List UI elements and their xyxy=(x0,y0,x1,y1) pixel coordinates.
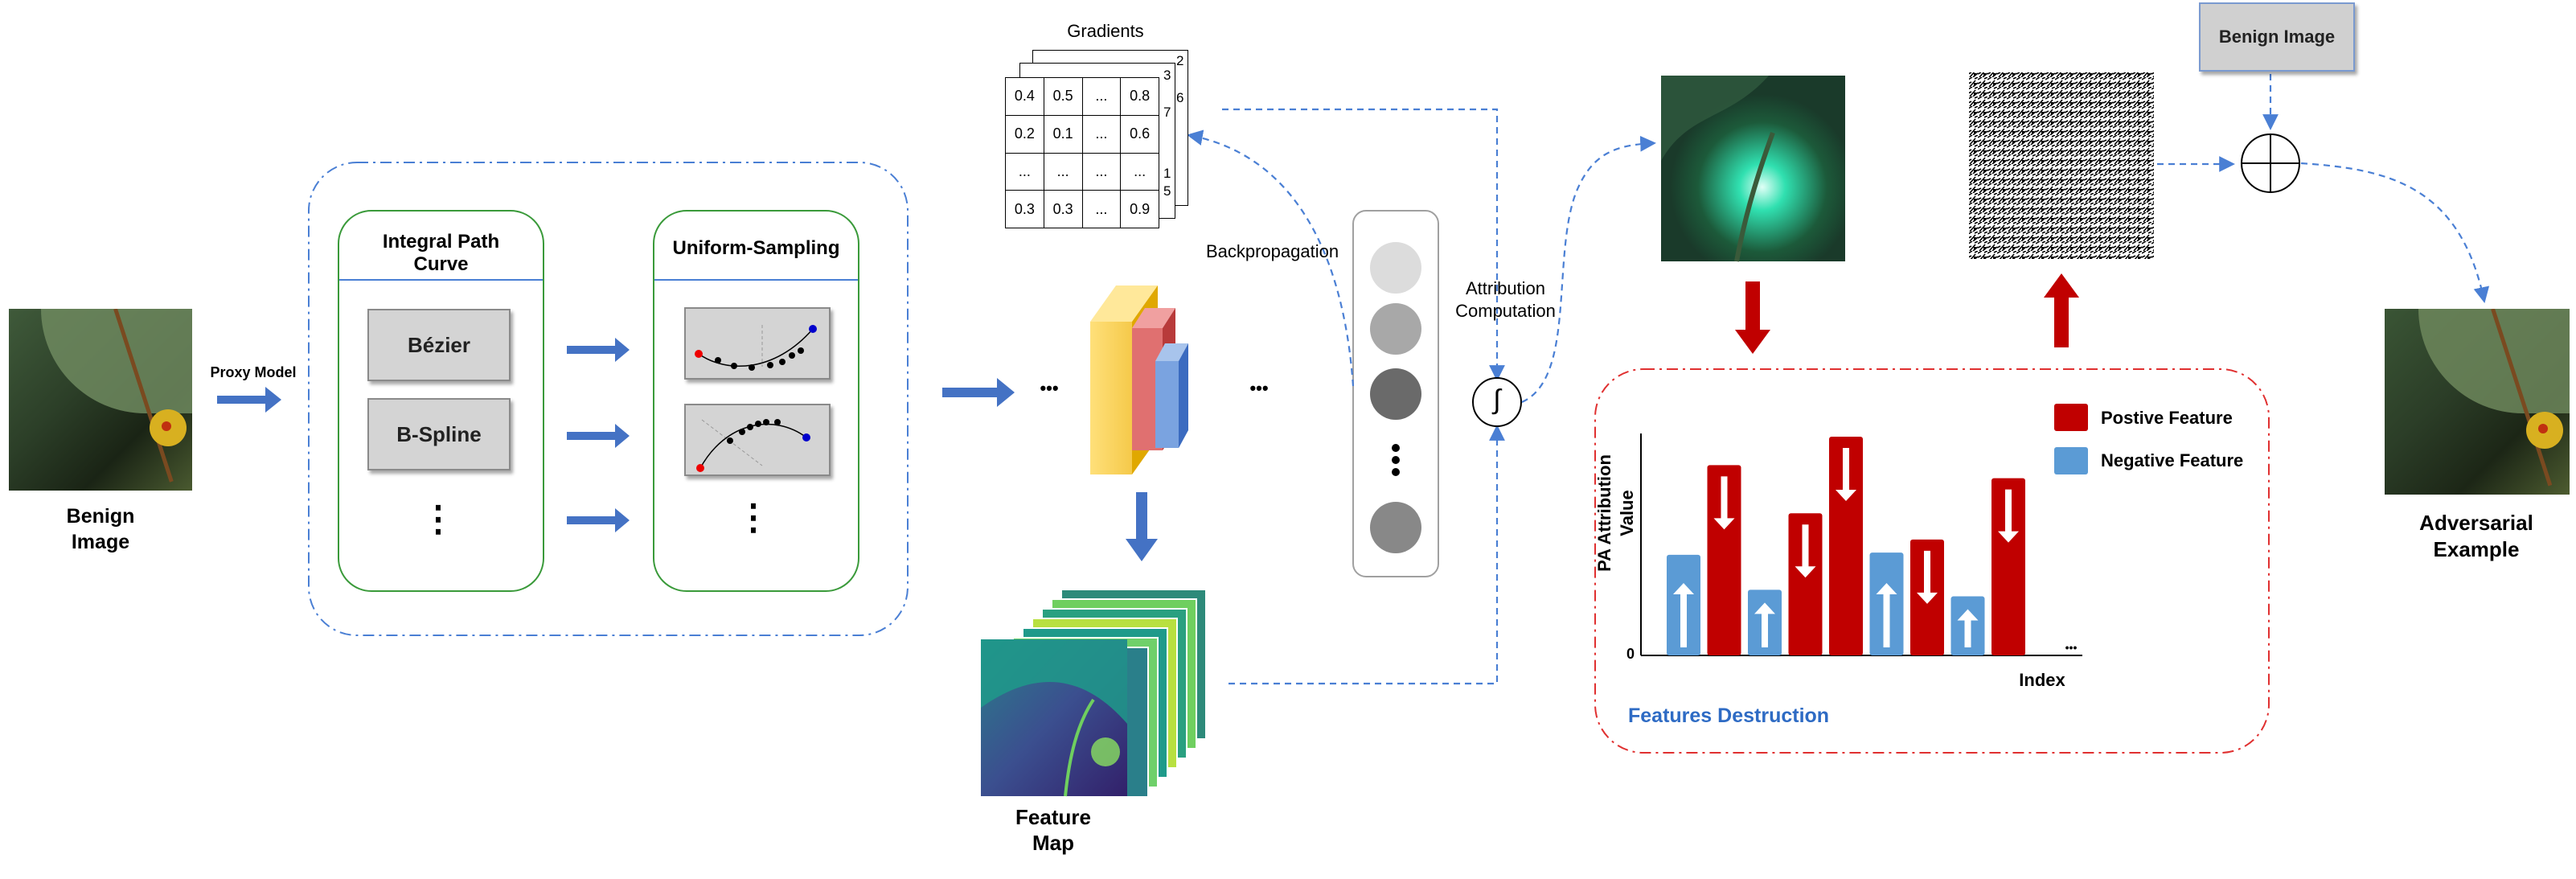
adversarial-example-label: Adversarial Example xyxy=(2419,511,2533,561)
gradient-cell: 0.9 xyxy=(1120,190,1159,228)
featuremap-to-integral xyxy=(1229,425,1505,685)
gradient-row: 0.4 0.5... 0.8 xyxy=(1005,77,1159,116)
bspline-button[interactable]: B-Spline xyxy=(367,398,511,470)
gradient-cell: 0.3 xyxy=(1043,190,1083,228)
integral-node xyxy=(1472,377,1522,427)
integral-path-divider xyxy=(339,279,543,281)
sample-plot-1[interactable] xyxy=(684,307,831,380)
benign-image xyxy=(9,309,192,491)
sampling-more-dots: ⋮ xyxy=(736,498,771,537)
feature-map-stack xyxy=(981,589,1207,798)
chart-y-axis-label: PA Attribution Value xyxy=(1594,454,1637,572)
red-down-arrow xyxy=(1735,281,1770,354)
positive-feature-bar xyxy=(1788,513,1823,655)
gradient-cell: 0.1 xyxy=(1043,114,1083,154)
gradient-cell: 0.4 xyxy=(1005,77,1044,116)
gradient-back-digit: 7 xyxy=(1163,105,1171,120)
chart-x-axis-label: Index xyxy=(2019,670,2065,690)
benign-image-box[interactable]: Benign Image xyxy=(2199,2,2355,72)
gradient-cell: 0.2 xyxy=(1005,114,1044,154)
gradient-cell: ... xyxy=(1081,190,1122,228)
bezier-button[interactable]: Bézier xyxy=(367,309,511,381)
plus-to-adversarial xyxy=(2300,162,2490,303)
arrow-more xyxy=(567,508,630,532)
sample-plot-1-graphic xyxy=(695,325,817,371)
gradient-cell: 0.5 xyxy=(1043,77,1083,116)
gradient-cell: ... xyxy=(1120,152,1159,191)
chart-more-dots: ••• xyxy=(2065,641,2078,654)
gradient-row: ............ xyxy=(1005,152,1159,191)
legend-negative-label: Negative Feature xyxy=(2101,450,2244,470)
arrow-bezier xyxy=(567,338,630,362)
backprop-arrow xyxy=(1187,129,1355,387)
arrow-bspline xyxy=(567,424,630,448)
legend-positive-swatch xyxy=(2054,404,2088,431)
add-node xyxy=(2241,133,2300,193)
legend-positive-label: Postive Feature xyxy=(2101,408,2233,428)
gradient-cell: 0.6 xyxy=(1120,114,1159,154)
network-input-arrow xyxy=(942,378,1015,407)
gradients-label: Gradients xyxy=(1067,21,1144,41)
proxy-model-arrow xyxy=(217,387,281,413)
adversarial-example-image xyxy=(2385,309,2570,495)
positive-feature-bar xyxy=(1991,478,2025,655)
gradient-cell: ... xyxy=(1081,114,1122,154)
gradient-cell: ... xyxy=(1043,152,1083,191)
cnn-layers xyxy=(1090,285,1188,474)
gradient-cell: ... xyxy=(1081,77,1122,116)
sample-plot-2[interactable] xyxy=(684,404,831,476)
sample-plot-2-graphic xyxy=(696,419,810,472)
down-arrow-icon xyxy=(1795,524,1816,578)
pipeline-group-box xyxy=(308,162,909,636)
down-arrow-icon xyxy=(1917,550,1938,604)
gradient-back-digit: 3 xyxy=(1163,68,1171,83)
gradient-back-digit: 2 xyxy=(1176,53,1184,68)
perturbation-image xyxy=(1969,72,2154,259)
attribution-computation-label: Attribution Computation xyxy=(1455,278,1556,321)
positive-feature-bar xyxy=(1707,465,1741,655)
proxy-model-label: Proxy Model xyxy=(210,364,297,380)
up-arrow-icon xyxy=(1876,583,1897,647)
legend-negative-swatch xyxy=(2054,447,2088,474)
up-arrow-icon xyxy=(1754,602,1775,647)
integral-to-map xyxy=(1521,135,1656,404)
backpropagation-label: Backpropagation xyxy=(1205,241,1339,261)
down-arrow-icon xyxy=(1836,448,1856,501)
benign-image-label: Benign Image xyxy=(66,505,135,553)
red-up-arrow xyxy=(2044,273,2079,347)
curve-more-dots: ⋮ xyxy=(420,499,456,539)
gradient-cell: 0.3 xyxy=(1005,190,1044,228)
features-destruction-label: Features Destruction xyxy=(1628,704,1830,727)
gradient-cell: 0.8 xyxy=(1120,77,1159,116)
integral-path-curve-title: Integral Path Curve xyxy=(382,231,500,275)
feature-map-arrow xyxy=(1126,492,1158,561)
up-arrow-icon xyxy=(1957,609,1979,647)
gradient-back-digit: 5 xyxy=(1163,183,1171,199)
gradient-row: 0.3 0.3... 0.9 xyxy=(1005,190,1159,228)
gradient-cell: ... xyxy=(1081,152,1122,191)
uniform-sampling-title: Uniform-Sampling xyxy=(672,237,840,259)
down-arrow-icon xyxy=(1713,476,1735,530)
gradient-row: 0.2 0.1... 0.6 xyxy=(1005,114,1159,154)
feature-map-label: Feature Map xyxy=(1015,805,1091,855)
gradient-cell: ... xyxy=(1005,152,1044,191)
chart-bars xyxy=(1667,437,2025,655)
network-dots-right: ••• xyxy=(1249,378,1269,398)
gradients-to-integral xyxy=(1222,108,1505,381)
up-arrow-icon xyxy=(1673,583,1694,647)
integral-symbol: ∫ xyxy=(1493,384,1501,415)
network-dots-left: ••• xyxy=(1040,378,1059,398)
uniform-sampling-box: Uniform-Sampling xyxy=(653,210,859,592)
gradient-back-digit: 1 xyxy=(1163,166,1171,181)
uniform-sampling-divider xyxy=(654,279,858,281)
down-arrow-icon xyxy=(1998,489,2019,543)
chart-y-zero: 0 xyxy=(1626,646,1635,662)
features-destruction-box xyxy=(1594,368,2270,754)
gradient-matrix: 0.4 0.5... 0.8 0.2 0.1... 0.6............ 0.3 0… xyxy=(1005,77,1159,228)
gradient-back-digit: 6 xyxy=(1176,90,1184,105)
